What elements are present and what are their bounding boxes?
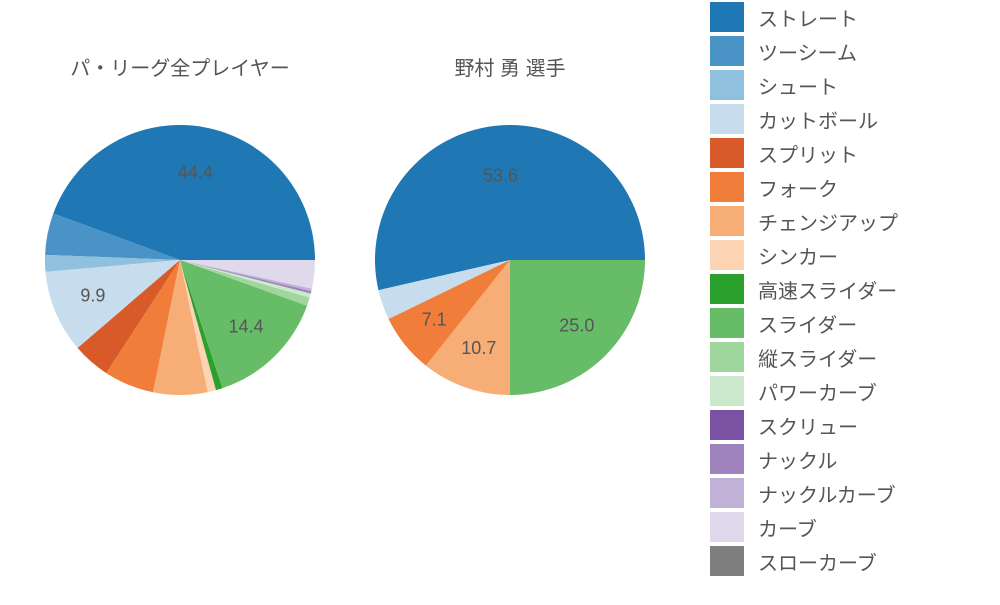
- legend-swatch: [710, 172, 744, 202]
- legend-label: 高速スライダー: [758, 275, 897, 304]
- legend-item: ナックル: [710, 442, 990, 476]
- legend-swatch: [710, 376, 744, 406]
- slice-label: 53.6: [483, 166, 518, 186]
- legend-swatch: [710, 206, 744, 236]
- legend-label: シンカー: [758, 241, 838, 270]
- legend-swatch: [710, 138, 744, 168]
- charts-svg: パ・リーグ全プレイヤー 44.4 9.9 14.4 野村 勇 選手 53.6 7.1 10.7…: [0, 0, 700, 600]
- pie-title: 野村 勇 選手: [454, 57, 565, 80]
- legend-swatch: [710, 546, 744, 576]
- legend-swatch: [710, 512, 744, 542]
- legend-label: スローカーブ: [758, 547, 877, 576]
- legend-swatch: [710, 274, 744, 304]
- legend-item: カットボール: [710, 102, 990, 136]
- legend-swatch: [710, 104, 744, 134]
- legend-label: フォーク: [758, 173, 838, 202]
- legend-label: パワーカーブ: [758, 377, 877, 406]
- legend-swatch: [710, 308, 744, 338]
- legend-label: ストレート: [758, 3, 858, 32]
- legend-item: シュート: [710, 68, 990, 102]
- legend-item: 高速スライダー: [710, 272, 990, 306]
- legend-item: フォーク: [710, 170, 990, 204]
- legend-item: 縦スライダー: [710, 340, 990, 374]
- slice-label: 14.4: [228, 316, 263, 336]
- legend-swatch: [710, 70, 744, 100]
- slice-label: 10.7: [461, 338, 496, 358]
- legend-item: シンカー: [710, 238, 990, 272]
- legend-label: ナックル: [758, 445, 837, 474]
- pie-title: パ・リーグ全プレイヤー: [70, 57, 289, 80]
- legend-swatch: [710, 240, 744, 270]
- legend-label: カーブ: [758, 513, 817, 542]
- slice-label: 9.9: [80, 285, 105, 305]
- legend-swatch: [710, 410, 744, 440]
- legend-item: カーブ: [710, 510, 990, 544]
- legend-swatch: [710, 2, 744, 32]
- legend-swatch: [710, 342, 744, 372]
- legend-label: スプリット: [758, 139, 858, 168]
- legend-item: スプリット: [710, 136, 990, 170]
- legend-item: スライダー: [710, 306, 990, 340]
- legend-label: シュート: [758, 71, 838, 100]
- legend-label: チェンジアップ: [758, 207, 898, 236]
- slice-label: 7.1: [422, 310, 447, 330]
- legend-label: カットボール: [758, 105, 878, 134]
- legend-item: ナックルカーブ: [710, 476, 990, 510]
- legend-label: 縦スライダー: [758, 343, 877, 372]
- legend-item: ストレート: [710, 0, 990, 34]
- legend-item: ツーシーム: [710, 34, 990, 68]
- legend-item: パワーカーブ: [710, 374, 990, 408]
- legend: ストレートツーシームシュートカットボールスプリットフォークチェンジアップシンカー…: [710, 0, 990, 578]
- chart-area: パ・リーグ全プレイヤー 44.4 9.9 14.4 野村 勇 選手 53.6 7.1 10.7…: [0, 0, 700, 600]
- slice-label: 25.0: [559, 316, 594, 336]
- legend-item: スクリュー: [710, 408, 990, 442]
- legend-item: チェンジアップ: [710, 204, 990, 238]
- legend-label: ツーシーム: [758, 37, 857, 66]
- legend-item: スローカーブ: [710, 544, 990, 578]
- legend-label: ナックルカーブ: [758, 479, 896, 508]
- slice-label: 44.4: [178, 162, 213, 182]
- legend-swatch: [710, 444, 744, 474]
- legend-label: スクリュー: [758, 411, 858, 440]
- legend-swatch: [710, 36, 744, 66]
- legend-label: スライダー: [758, 309, 857, 338]
- legend-swatch: [710, 478, 744, 508]
